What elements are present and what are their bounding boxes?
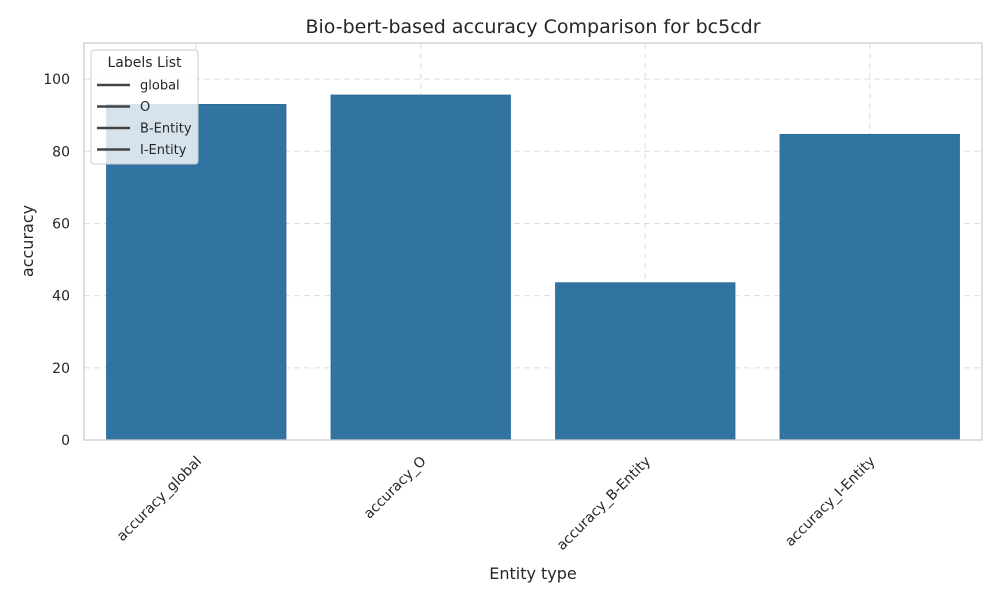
x-tick-label: accuracy_I-Entity [782,454,878,550]
y-tick-label: 40 [52,289,70,305]
x-tick-label: accuracy_O [361,454,430,523]
bars-layer [106,94,960,441]
y-tick-label: 0 [61,433,70,449]
legend-entry-label: I-Entity [140,143,187,158]
y-tick-label: 100 [43,72,70,88]
y-tick-label: 20 [52,361,70,377]
legend-entry-label: O [140,100,150,115]
x-ticks: accuracy_global accuracy_O accuracy_B-Enti… [114,454,879,554]
bar-accuracy_B-Entity [555,282,736,441]
bar-accuracy_I-Entity [779,134,960,441]
legend: Labels List global O B-Entity I-Entity [90,49,199,165]
legend-title: Labels List [108,55,182,71]
y-tick-label: 80 [52,144,70,160]
x-axis-label: Entity type [489,564,577,583]
x-tick-label: accuracy_global [114,454,205,545]
legend-entries: global O B-Entity I-Entity [97,79,192,158]
plot-frame [83,42,983,441]
legend-entry-label: B-Entity [140,122,192,137]
y-tick-label: 60 [52,216,70,232]
chart-title: Bio-bert-based accuracy Comparison for b… [305,16,760,38]
x-tick-label: accuracy_B-Entity [554,454,654,554]
legend-entry-label: global [140,79,180,94]
bar-accuracy_O [330,94,511,441]
y-ticks: 0 20 40 60 80 100 [43,72,70,449]
legend-box [90,49,199,165]
y-axis-label: accuracy [18,205,37,277]
